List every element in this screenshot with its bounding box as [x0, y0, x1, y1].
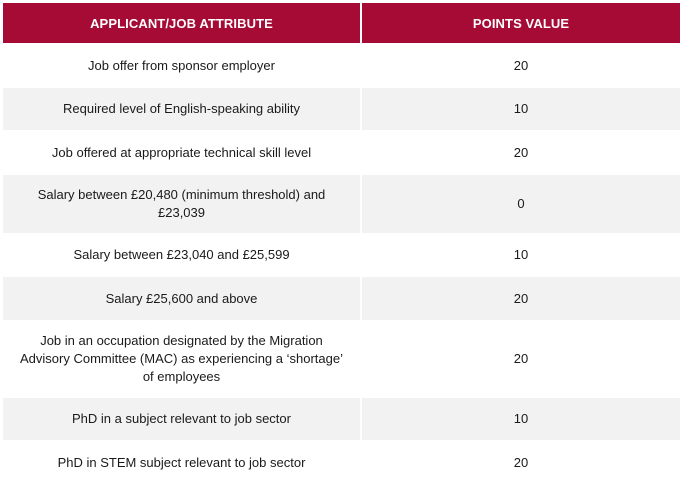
row-attribute: Salary between £20,480 (minimum threshol…: [3, 175, 362, 233]
row-points: 0: [362, 175, 680, 233]
table-row: Job offer from sponsor employer 20: [3, 43, 680, 88]
table-row: Required level of English-speaking abili…: [3, 88, 680, 130]
row-attribute: Job in an occupation designated by the M…: [3, 320, 362, 398]
row-points: 20: [362, 277, 680, 320]
table-row: Job in an occupation designated by the M…: [3, 320, 680, 398]
points-table: APPLICANT/JOB ATTRIBUTE POINTS VALUE Job…: [3, 3, 680, 485]
table-row: PhD in a subject relevant to job sector …: [3, 398, 680, 440]
row-points: 20: [362, 440, 680, 485]
header-attribute: APPLICANT/JOB ATTRIBUTE: [3, 3, 362, 43]
row-attribute: Salary £25,600 and above: [3, 277, 362, 320]
row-points: 20: [362, 130, 680, 175]
row-attribute: Required level of English-speaking abili…: [3, 88, 362, 130]
table-row: Salary £25,600 and above 20: [3, 277, 680, 320]
row-attribute: Job offer from sponsor employer: [3, 43, 362, 88]
row-attribute: PhD in STEM subject relevant to job sect…: [3, 440, 362, 485]
table-row: PhD in STEM subject relevant to job sect…: [3, 440, 680, 485]
table-row: Salary between £20,480 (minimum threshol…: [3, 175, 680, 233]
row-points: 10: [362, 88, 680, 130]
row-points: 20: [362, 43, 680, 88]
table-row: Job offered at appropriate technical ski…: [3, 130, 680, 175]
row-attribute: Salary between £23,040 and £25,599: [3, 233, 362, 277]
row-attribute: Job offered at appropriate technical ski…: [3, 130, 362, 175]
table-row: Salary between £23,040 and £25,599 10: [3, 233, 680, 277]
row-attribute: PhD in a subject relevant to job sector: [3, 398, 362, 440]
header-points: POINTS VALUE: [362, 3, 680, 43]
row-points: 20: [362, 320, 680, 398]
header-row: APPLICANT/JOB ATTRIBUTE POINTS VALUE: [3, 3, 680, 43]
row-points: 10: [362, 398, 680, 440]
row-points: 10: [362, 233, 680, 277]
